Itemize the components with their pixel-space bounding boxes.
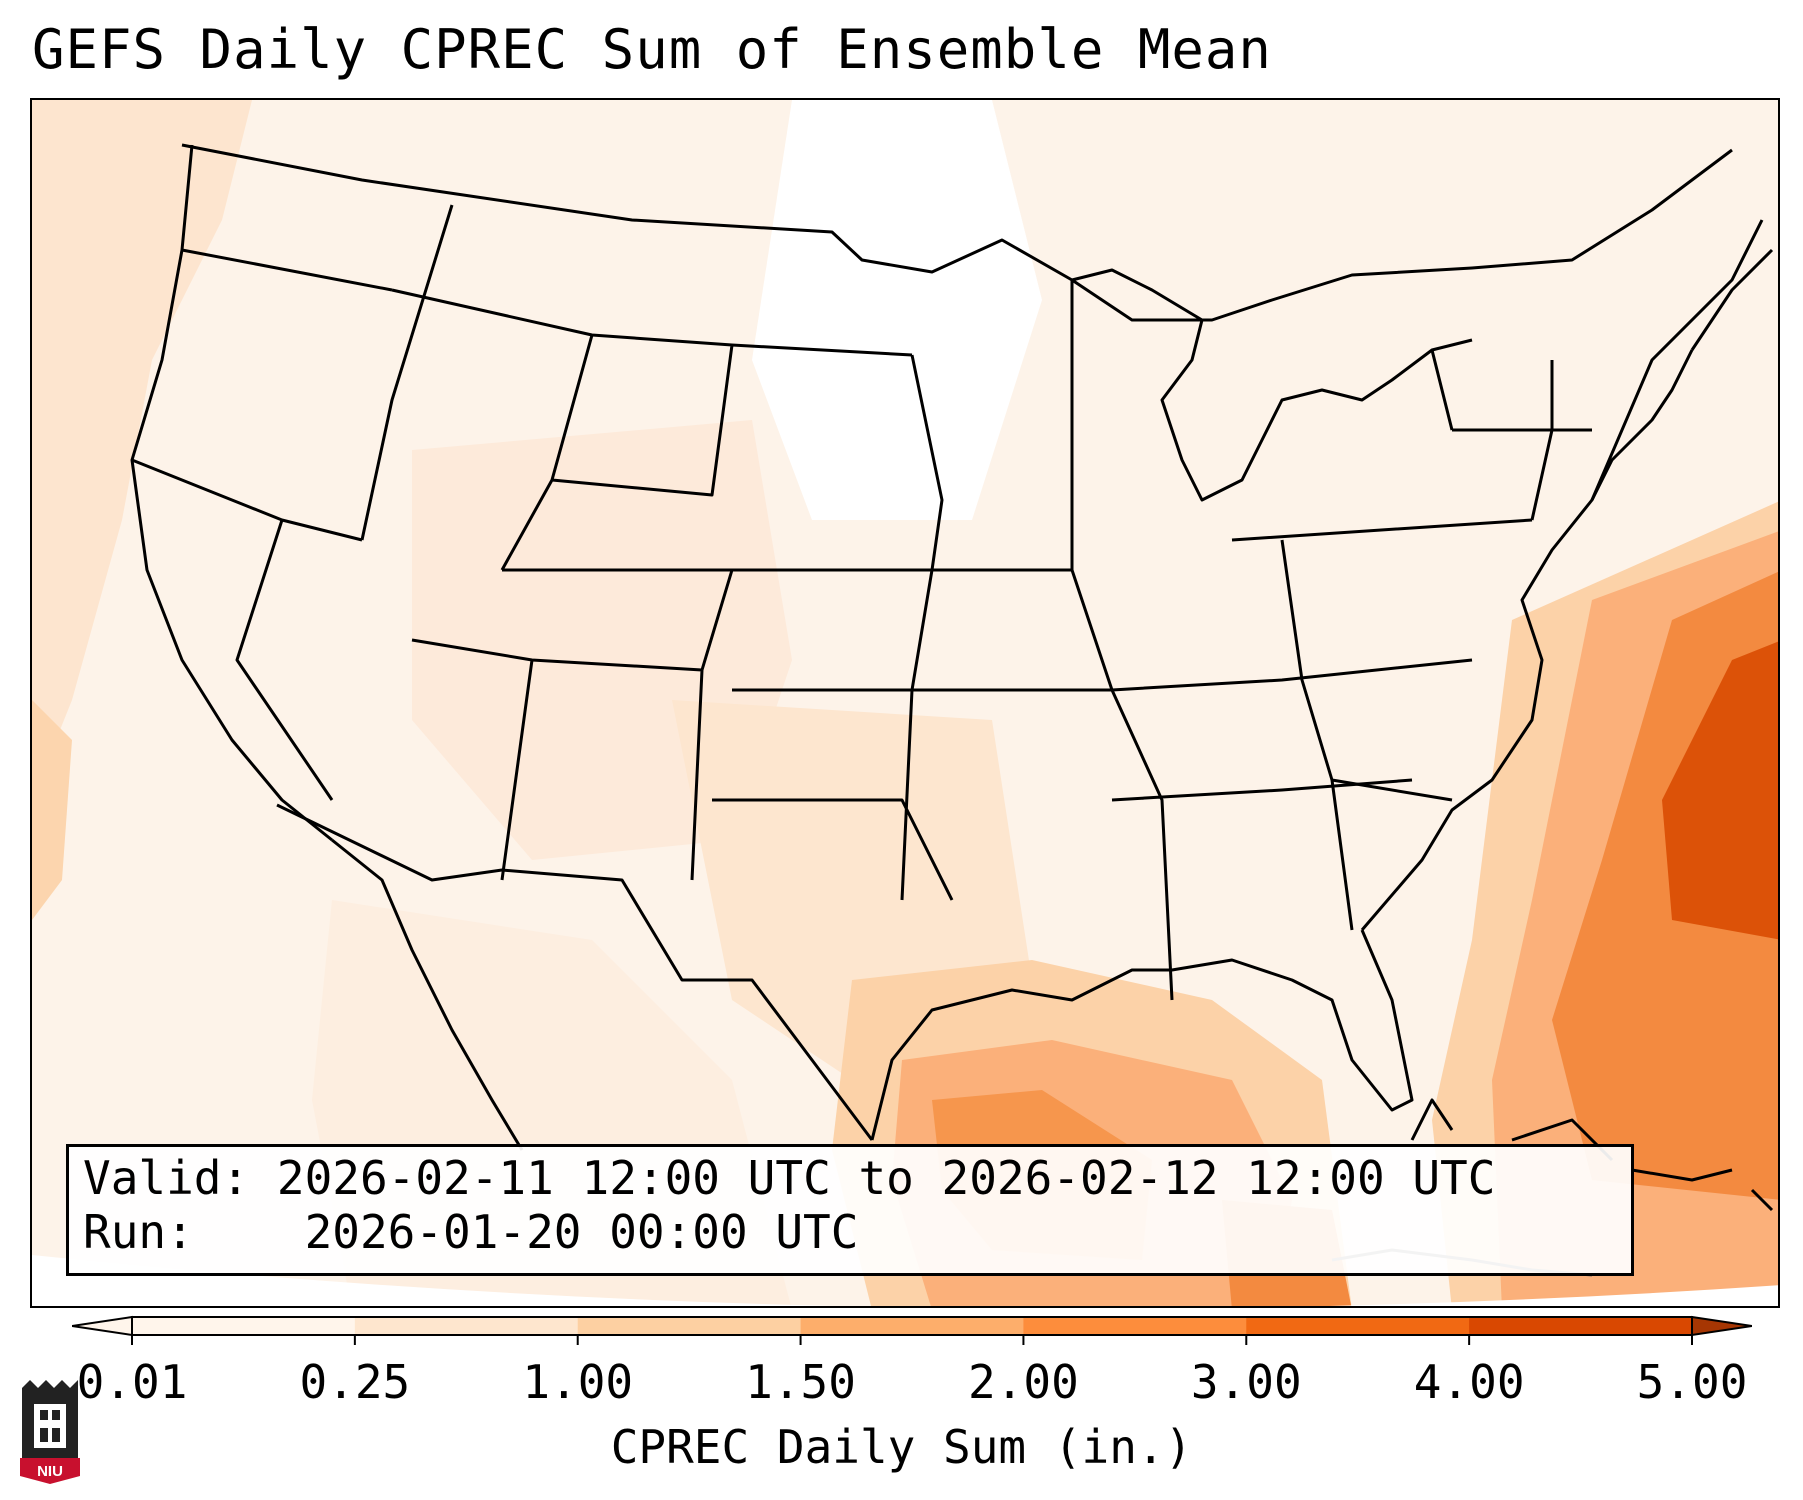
colorbar-tick-label: 0.25 <box>299 1355 411 1409</box>
colorbar-outline <box>131 1316 1693 1336</box>
colorbar-segment <box>800 1317 1024 1335</box>
east-state-lines <box>1231 518 1533 931</box>
colorbar-tick-label: 2.00 <box>968 1355 1079 1409</box>
west-coastline <box>130 144 333 842</box>
colorbar-extend-max <box>1691 1315 1752 1337</box>
canada-coastline <box>1590 219 1774 501</box>
precipitation-map <box>30 98 1780 1308</box>
plains-state-lines <box>712 354 1112 901</box>
northwest-state-lines <box>131 204 454 801</box>
gulf-coastline <box>870 929 1414 1141</box>
us-canada-border <box>181 143 1733 322</box>
shading-pacific-patch <box>32 700 72 920</box>
caribbean-islands <box>1410 1098 1774 1212</box>
colorbar-extend-min <box>72 1315 133 1337</box>
baja-coastline <box>331 838 524 1151</box>
colorbar-tick-label: 5.00 <box>1636 1355 1748 1409</box>
run-info-box: Valid: 2026-02-11 12:00 UTC to 2026-02-1… <box>66 1144 1634 1276</box>
mountain-state-lines <box>391 288 913 571</box>
colorbar-tick-label: 0.01 <box>76 1355 188 1409</box>
colorbar-segment <box>354 1317 579 1335</box>
colorbar-segment <box>132 1317 356 1335</box>
midwest-state-lines <box>1070 280 1473 1001</box>
valid-value: 2026-02-11 12:00 UTC to 2026-02-12 12:00… <box>276 1151 1496 1205</box>
colorbar-tick-label: 1.00 <box>522 1355 634 1409</box>
valid-label: Valid: <box>83 1151 250 1205</box>
logo-text: NIU <box>37 1463 63 1480</box>
run-value: 2026-01-20 00:00 UTC <box>304 1205 859 1259</box>
run-label: Run: <box>83 1205 194 1259</box>
shading-northern-plains <box>752 100 1042 520</box>
shading-west-coast <box>32 100 252 800</box>
colorbar-tick-label: 3.00 <box>1190 1355 1302 1409</box>
colorbar-label: CPREC Daily Sum (in.) <box>610 1420 1193 1474</box>
east-coastline <box>1360 349 1694 931</box>
colorbar-segment <box>1469 1317 1693 1335</box>
colorbar-tick-label: 1.50 <box>745 1355 856 1409</box>
colorbar-segment <box>577 1317 802 1335</box>
colorbar <box>72 1315 1752 1345</box>
map-title: GEFS Daily CPREC Sum of Ensemble Mean <box>32 18 1272 81</box>
map-canvas <box>32 100 1778 1306</box>
colorbar-segment <box>1023 1317 1247 1335</box>
us-mexico-border <box>276 803 874 1141</box>
projection-edge <box>32 1255 1778 1306</box>
boundary-lines <box>130 143 1774 1277</box>
colorbar-segment <box>1246 1317 1470 1335</box>
university-tower-icon: NIU <box>20 1380 80 1484</box>
shading-atlantic-heaviest <box>1662 641 1778 940</box>
northeast-state-lines <box>1430 349 1592 521</box>
colorbar-tick-label: 4.00 <box>1413 1355 1525 1409</box>
great-lakes-coastline <box>1071 268 1473 502</box>
